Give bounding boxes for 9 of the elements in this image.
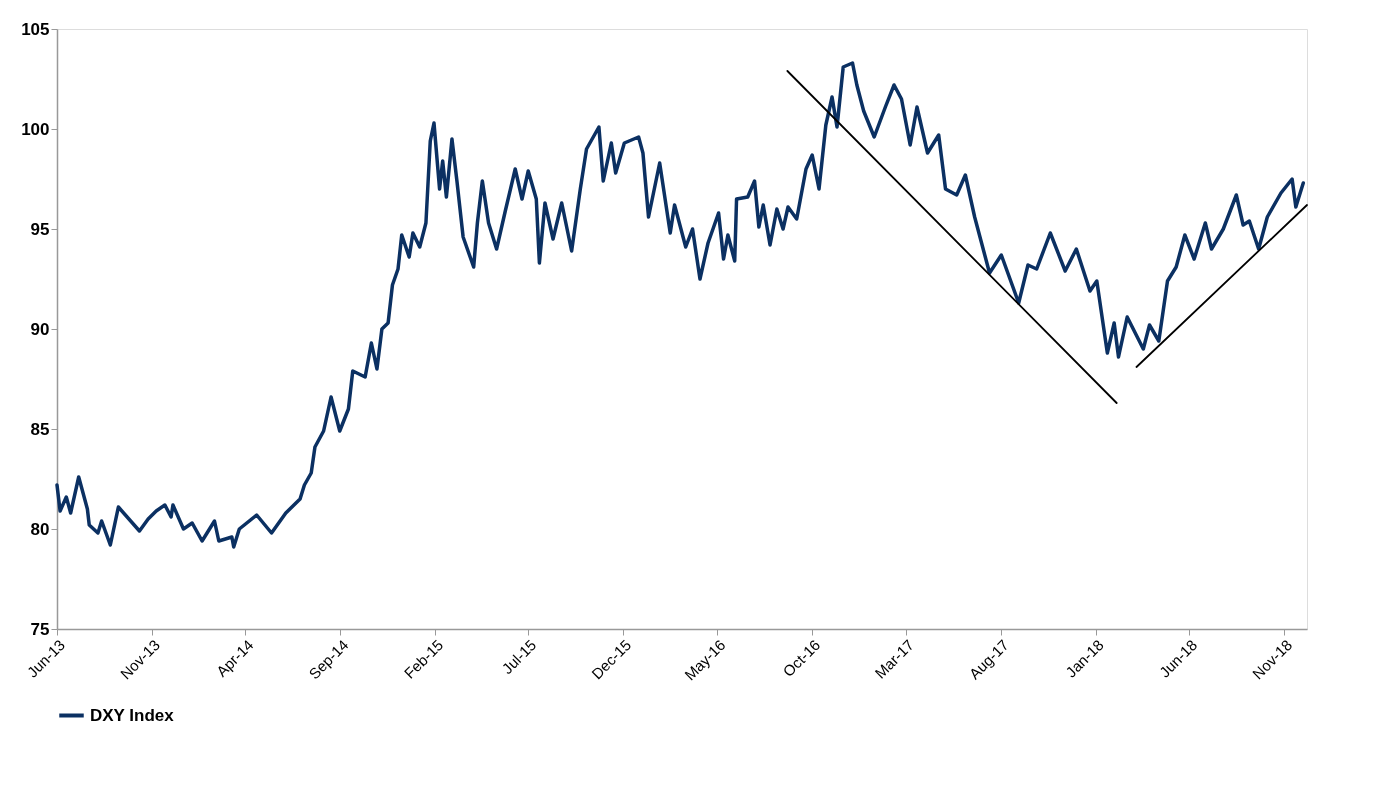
legend-label: DXY Index [90,705,175,725]
y-tick-label: 100 [21,119,50,139]
line-series [55,61,1306,549]
y-tick-label: 80 [30,519,50,539]
y-tick-label: 105 [21,19,50,39]
y-tick-label: 85 [30,419,50,439]
y-tick-label: 95 [30,219,50,239]
y-tick-label: 75 [30,619,50,639]
y-tick-label: 90 [30,319,50,339]
